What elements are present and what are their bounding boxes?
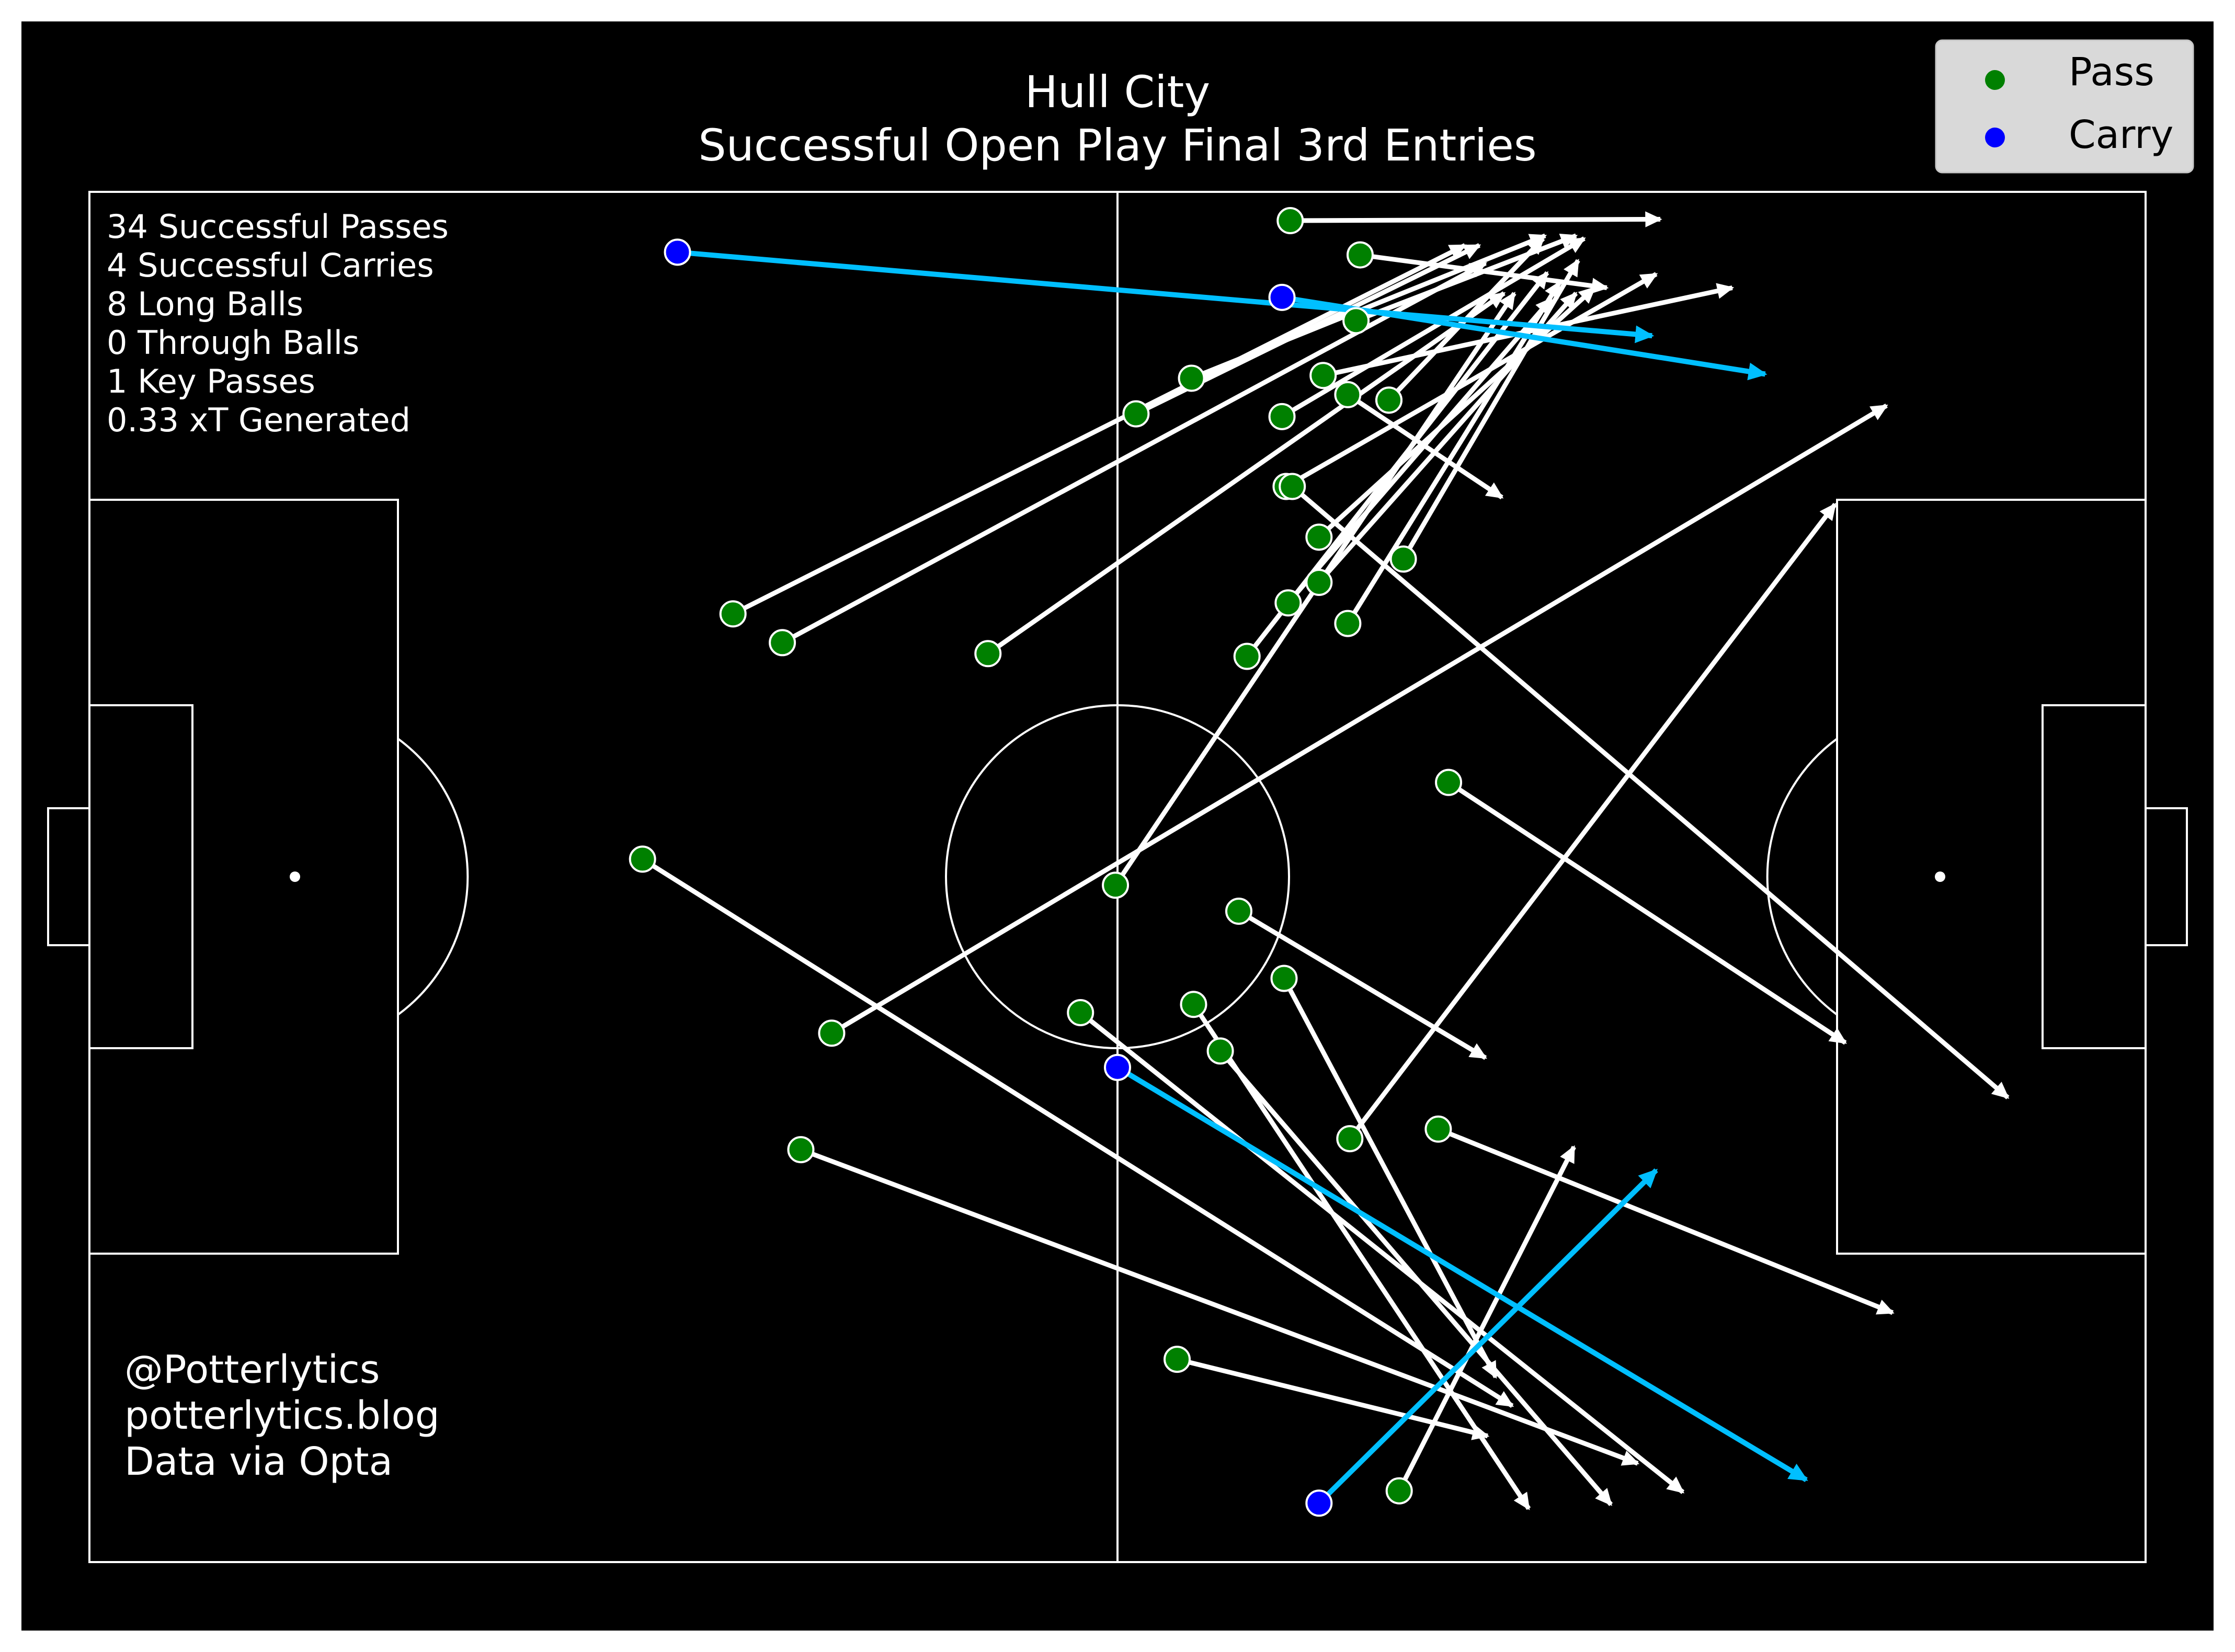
pass-start-marker-21 [1279, 473, 1306, 500]
pass-arrow-13 [1286, 297, 1554, 605]
stat-through-balls: 0 Through Balls [107, 324, 359, 362]
pass-start-marker-19 [974, 640, 1002, 668]
left-penalty-spot [290, 871, 300, 882]
pass-start-marker-30 [1180, 991, 1207, 1018]
pass-start-marker-14 [1389, 545, 1417, 573]
event-start-markers [629, 207, 1463, 1517]
pass-start-marker-16 [1233, 643, 1261, 670]
pass-arrow-27 [1348, 502, 1837, 1140]
legend: Pass Carry [1935, 39, 2194, 174]
pass-start-marker-26 [1270, 965, 1298, 992]
pass-arrow-35 [1397, 1145, 1576, 1492]
pass-start-marker-2 [1346, 241, 1374, 269]
pass-arrow-33 [1437, 1127, 1895, 1315]
pass-start-marker-32 [787, 1136, 815, 1164]
pass-start-marker-27 [1336, 1125, 1364, 1153]
pass-start-marker-12 [1305, 568, 1333, 596]
credit-handle: @Potterlytics [124, 1347, 380, 1392]
pass-arrow-23 [830, 404, 1888, 1036]
pass-start-marker-23 [818, 1019, 846, 1047]
credit-source: Data via Opta [124, 1439, 393, 1484]
pass-arrow-29 [1079, 1011, 1685, 1494]
pass-start-marker-24 [1435, 768, 1463, 796]
legend-carry-label: Carry [2069, 112, 2173, 157]
pass-arrow-10 [1285, 272, 1658, 489]
stat-long-balls: 8 Long Balls [107, 285, 303, 323]
carry-start-marker-2 [1268, 283, 1296, 311]
carry-start-marker-3 [1104, 1053, 1131, 1081]
pass-arrow-14 [1401, 258, 1580, 560]
pass-arrow-21 [1291, 485, 2010, 1099]
right-penalty-arc [1766, 738, 1838, 1016]
pass-arrow-24 [1447, 780, 1847, 1045]
carry-arrow-1 [677, 249, 1655, 343]
pass-arrow-19 [986, 291, 1506, 656]
pass-start-marker-35 [1385, 1477, 1413, 1505]
credits: @Potterlytics potterlytics.blog Data via… [124, 1347, 440, 1484]
stat-passes: 34 Successful Passes [107, 208, 449, 246]
pass-start-marker-28 [629, 845, 656, 873]
stat-carries: 4 Successful Carries [107, 246, 434, 284]
pass-start-marker-31 [1206, 1037, 1234, 1065]
carry-start-marker-4 [1305, 1489, 1333, 1517]
carry-start-marker-1 [664, 238, 691, 266]
pass-start-marker-17 [719, 600, 747, 628]
legend-pass-label: Pass [2069, 50, 2154, 95]
left-penalty-arc [397, 738, 469, 1016]
stats-panel: 34 Successful Passes 4 Successful Carrie… [107, 208, 449, 439]
credit-site: potterlytics.blog [124, 1393, 440, 1438]
pass-start-marker-1 [1276, 207, 1304, 235]
pass-start-marker-29 [1067, 999, 1094, 1026]
chart-subtitle: Successful Open Play Final 3rd Entries [698, 120, 1536, 171]
pass-start-marker-34 [1164, 1346, 1191, 1373]
right-penalty-spot [1935, 871, 1945, 882]
pass-arrow-30 [1191, 1003, 1531, 1510]
pass-start-marker-18 [769, 629, 796, 657]
pass-start-marker-20 [1334, 381, 1362, 408]
pass-start-marker-11 [1305, 523, 1333, 551]
pass-start-marker-3 [1342, 307, 1370, 335]
pass-arrow-25 [1237, 909, 1487, 1060]
pass-start-marker-22 [1102, 871, 1130, 899]
carry-arrow-4 [1317, 1168, 1658, 1505]
center-circle [945, 704, 1290, 1049]
pass-start-marker-33 [1424, 1115, 1452, 1143]
pass-arrow-28 [641, 857, 1514, 1408]
pass-arrow-1 [1290, 211, 1662, 227]
stat-key-passes: 1 Key Passes [107, 362, 315, 400]
pass-arrow-7 [1281, 236, 1586, 419]
pass-start-marker-9 [1375, 386, 1403, 414]
stat-xt: 0.33 xT Generated [107, 401, 410, 439]
pass-arrow-20 [1346, 393, 1504, 500]
carry-arrow-3 [1116, 1065, 1808, 1483]
legend-carry-marker [1985, 128, 2005, 147]
chart-title: Hull City [1025, 66, 1210, 118]
pass-start-marker-7 [1268, 403, 1296, 430]
event-arrows [641, 211, 2010, 1510]
pass-start-marker-6 [1122, 400, 1150, 428]
pass-start-marker-5 [1309, 362, 1337, 389]
pass-arrow-26 [1282, 977, 1498, 1379]
pass-arrow-32 [800, 1147, 1640, 1466]
pass-start-marker-4 [1178, 364, 1205, 392]
legend-pass-marker [1985, 70, 2005, 90]
pass-start-marker-25 [1225, 898, 1252, 925]
right-goal [2145, 807, 2188, 946]
pass-start-marker-15 [1334, 610, 1362, 637]
left-goal [47, 807, 90, 946]
pass-start-marker-13 [1274, 589, 1302, 617]
